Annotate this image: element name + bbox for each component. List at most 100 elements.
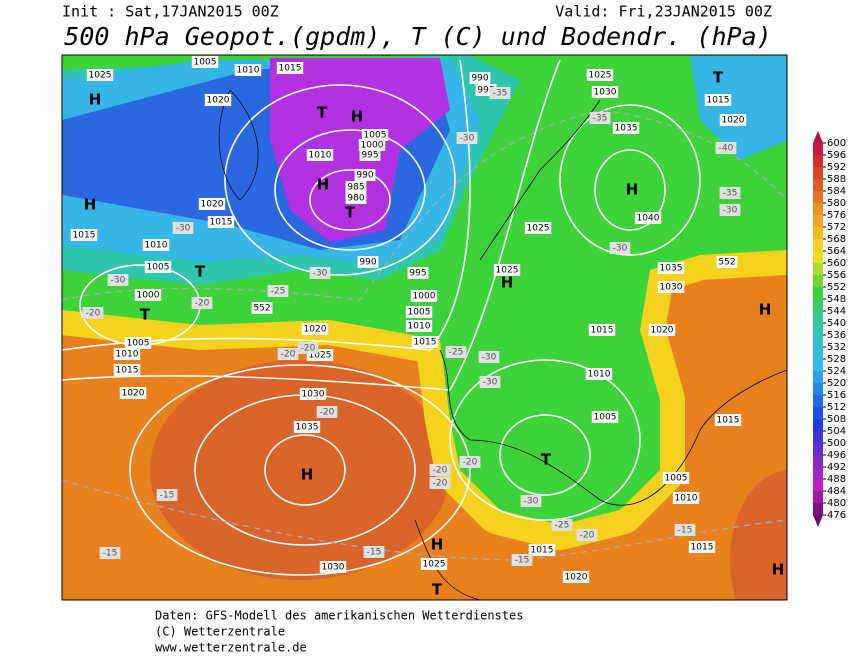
isotherm-label-box (479, 376, 501, 388)
isotherm-label: -20 (301, 344, 316, 354)
isotherm-label-box (478, 351, 500, 363)
colorbar-bin (813, 467, 823, 479)
pressure-center: T (432, 581, 443, 599)
isobar-label: 995 (477, 86, 494, 96)
colorbar-tick-label: 504 (827, 426, 846, 437)
isobar-label: 1020 (122, 389, 145, 399)
colorbar-bin (813, 395, 823, 407)
isobar-label-box (586, 69, 614, 81)
colorbar-bin (813, 263, 823, 275)
isobar-label-box (293, 421, 321, 433)
isobar-label-box (672, 492, 700, 504)
isotherm-label-box (551, 519, 573, 531)
isotherm-label-box (576, 529, 598, 541)
isotherm-label: -30 (524, 497, 539, 507)
isotherm-label-box (309, 267, 331, 279)
isobar-label: 552 (253, 304, 270, 314)
pressure-center: T (195, 263, 206, 281)
colorbar: 6005965925885845805765725685645605565525… (813, 131, 846, 527)
isobar-label: 1025 (496, 266, 519, 276)
isotherm-label: -20 (433, 479, 448, 489)
pressure-center: H (351, 108, 364, 126)
colorbar-bin (813, 491, 823, 503)
isotherm-label: -15 (367, 548, 382, 558)
isotherm-label-box (297, 342, 319, 354)
isotherm-label: -15 (515, 556, 530, 566)
isobar-label-box (662, 472, 690, 484)
isobar-label-box (469, 72, 491, 84)
isobar-label-box (714, 414, 742, 426)
colorbar-tick-label: 576 (827, 210, 846, 221)
isobar-label: 1005 (194, 58, 217, 68)
isotherm-label: -35 (493, 89, 508, 99)
colorbar-bin (813, 359, 823, 371)
isotherm-label-box (99, 547, 121, 559)
isobar-label-box (361, 129, 389, 141)
isotherm-label: -40 (719, 144, 734, 154)
isobar-label: 990 (471, 74, 488, 84)
isobar-label-box (562, 571, 590, 583)
isotherm-label-box (520, 495, 542, 507)
isotherm-label-box (445, 346, 467, 358)
pressure-center: T (317, 104, 328, 122)
isobar-label-box (234, 64, 262, 76)
colorbar-bin (813, 251, 823, 263)
isotherm-label: -25 (271, 287, 286, 297)
colorbar-bin (813, 287, 823, 299)
isobar-label-box (719, 114, 747, 126)
isobar-label: 1010 (237, 66, 260, 76)
isotherm-label: -25 (449, 348, 464, 358)
pressure-center: H (301, 466, 314, 484)
isotherm-label: -20 (580, 531, 595, 541)
colorbar-bin (813, 143, 823, 155)
isobar-label-box (634, 212, 662, 224)
isotherm-label-box (609, 242, 631, 254)
pressure-center: H (431, 536, 444, 554)
isobar-label-box (585, 368, 613, 380)
isobar-label: 990 (359, 258, 376, 268)
isobar-label-box (345, 181, 367, 193)
colorbar-tick-label: 564 (827, 246, 846, 257)
colorbar-tick-label: 508 (827, 414, 846, 425)
colorbar-tick-label: 516 (827, 390, 846, 401)
pressure-center: H (626, 181, 639, 199)
pressure-center: H (501, 274, 514, 292)
warm-core (730, 470, 787, 600)
coastlines (218, 89, 787, 600)
isobar-label: 1025 (527, 224, 550, 234)
isobar-label-box (405, 306, 433, 318)
colorbar-tick-label: 556 (827, 270, 846, 281)
isobar-label-box (207, 216, 235, 228)
colorbar-bin (813, 503, 823, 515)
isobar-label: 1015 (210, 218, 233, 228)
colorbar-bin (813, 227, 823, 239)
isobar-label: 1015 (116, 366, 139, 376)
pressure-center: H (772, 561, 785, 579)
isobar-label-box (124, 337, 152, 349)
isobar-label: 1005 (665, 474, 688, 484)
isobar-label-box (144, 261, 172, 273)
isobar-label-box (657, 262, 685, 274)
colorbar-bin (813, 323, 823, 335)
isotherm-label-box (674, 524, 696, 536)
isobar-label: 1035 (660, 264, 683, 274)
isotherm-label-box (429, 464, 451, 476)
isobar-label-box (493, 264, 521, 276)
colorbar-tick-label: 496 (827, 450, 846, 461)
isotherm-label: -30 (723, 206, 738, 216)
isobar-label: 1020 (201, 200, 224, 210)
isobar-label: 1015 (717, 416, 740, 426)
isobar-label-box (306, 149, 334, 161)
colorbar-bin (813, 443, 823, 455)
colorbar-tick-label: 580 (827, 198, 846, 209)
isobar-label: 1025 (423, 560, 446, 570)
colorbar-tick-label: 500 (827, 438, 846, 449)
isobar-label: 1025 (589, 71, 612, 81)
isobar-label-box (704, 94, 732, 106)
colorbar-bin (813, 419, 823, 431)
isotherm-label-box (459, 456, 481, 468)
isobar-label: 1010 (675, 494, 698, 504)
isobar-label: 1020 (722, 116, 745, 126)
isobar-label: 1030 (660, 283, 683, 293)
